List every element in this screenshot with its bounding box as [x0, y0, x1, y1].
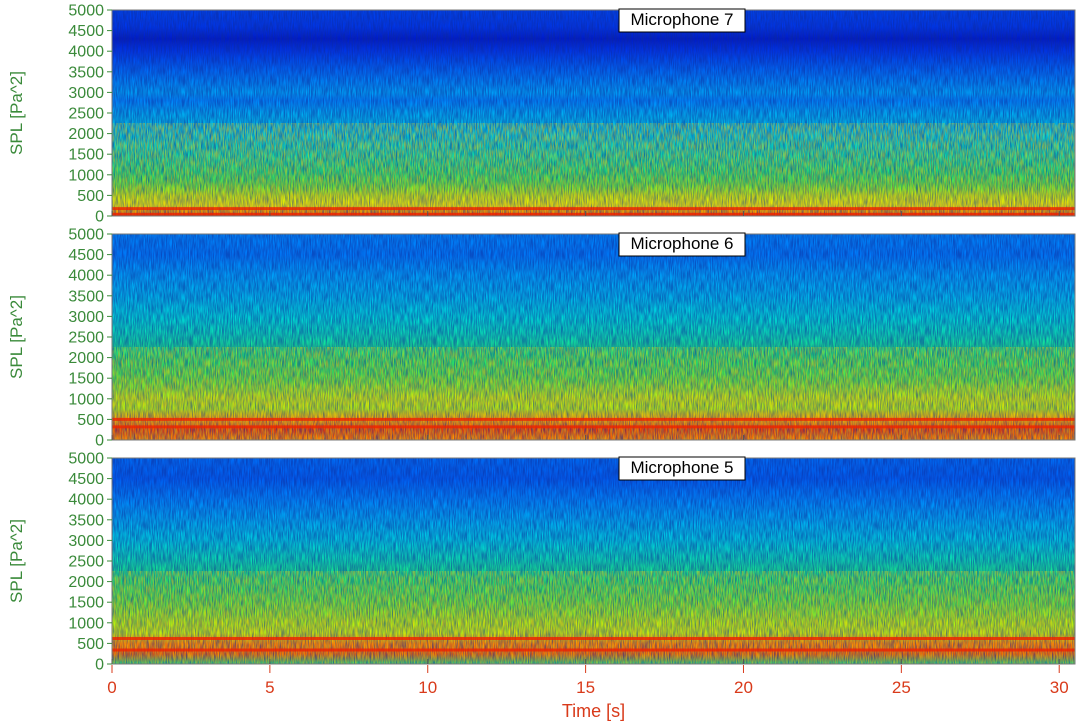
- y-tick-label: 5000: [68, 3, 104, 20]
- spectrogram-texture-low: [112, 123, 1075, 216]
- x-tick-label: 15: [576, 678, 595, 697]
- y-tick-label: 2500: [68, 330, 104, 347]
- y-tick-label: 4000: [68, 268, 104, 285]
- y-tick-label: 2000: [68, 574, 104, 591]
- panel-title: Microphone 5: [630, 458, 733, 477]
- y-tick-label: 3000: [68, 533, 104, 550]
- y-tick-label: 4500: [68, 23, 104, 40]
- y-tick-label: 5000: [68, 451, 104, 468]
- y-tick-label: 3000: [68, 85, 104, 102]
- x-tick-label: 5: [265, 678, 274, 697]
- panel-title-box: [618, 232, 746, 257]
- panel-title: Microphone 6: [630, 234, 733, 253]
- y-tick-label: 1000: [68, 391, 104, 408]
- y-tick-label: 2000: [68, 350, 104, 367]
- y-axis-label: SPL [Pa^2]: [7, 295, 26, 379]
- y-tick-label: 0: [95, 209, 104, 226]
- x-axis-label: Time [s]: [562, 701, 625, 721]
- x-tick-label: 20: [734, 678, 753, 697]
- time-axis: 0 5 10 15 20 25 30 Time [s]: [107, 665, 1069, 721]
- y-tick-label: 500: [77, 412, 104, 429]
- y-tick-label: 3500: [68, 288, 104, 305]
- spectrogram-panels: 0500100015002000250030003500400045005000…: [7, 3, 1076, 674]
- y-tick-label: 4500: [68, 247, 104, 264]
- y-tick-label: 4000: [68, 44, 104, 61]
- y-tick-label: 1000: [68, 167, 104, 184]
- y-tick-label: 2000: [68, 126, 104, 143]
- y-tick-label: 1000: [68, 615, 104, 632]
- panel-title-box: [618, 8, 746, 33]
- y-axis-label: SPL [Pa^2]: [7, 519, 26, 603]
- y-tick-label: 500: [77, 636, 104, 653]
- y-tick-label: 1500: [68, 371, 104, 388]
- y-tick-label: 2500: [68, 106, 104, 123]
- y-tick-label: 2500: [68, 554, 104, 571]
- x-tick-label: 30: [1050, 678, 1069, 697]
- y-tick-label: 1500: [68, 147, 104, 164]
- y-tick-label: 4500: [68, 471, 104, 488]
- y-axis-label: SPL [Pa^2]: [7, 71, 26, 155]
- panel-1: 0 500 1000 1500 2000 2500 3000 3500 4000 4500 5000…: [7, 3, 1076, 226]
- y-tick-label: 3500: [68, 512, 104, 529]
- y-tick-label: 1500: [68, 595, 104, 612]
- x-tick-label: 0: [107, 678, 116, 697]
- y-tick-label: 3500: [68, 64, 104, 81]
- panel-2: 0 500 1000 1500 2000 2500 3000 3500 4000 4500 5000…: [7, 227, 1076, 450]
- y-tick-label: 500: [77, 188, 104, 205]
- y-tick-label: 4000: [68, 492, 104, 509]
- y-tick-label: 0: [95, 657, 104, 674]
- y-tick-label: 5000: [68, 227, 104, 244]
- x-tick-label: 10: [418, 678, 437, 697]
- y-tick-label: 3000: [68, 309, 104, 326]
- y-tick-label: 0: [95, 433, 104, 450]
- x-tick-label: 25: [892, 678, 911, 697]
- panel-title: Microphone 7: [630, 10, 733, 29]
- panel-title-box: [618, 456, 746, 481]
- spectrogram-texture-low: [112, 347, 1075, 440]
- panel-3: 0 500 1000 1500 2000 2500 3000 3500 4000 4500 5000…: [7, 451, 1076, 674]
